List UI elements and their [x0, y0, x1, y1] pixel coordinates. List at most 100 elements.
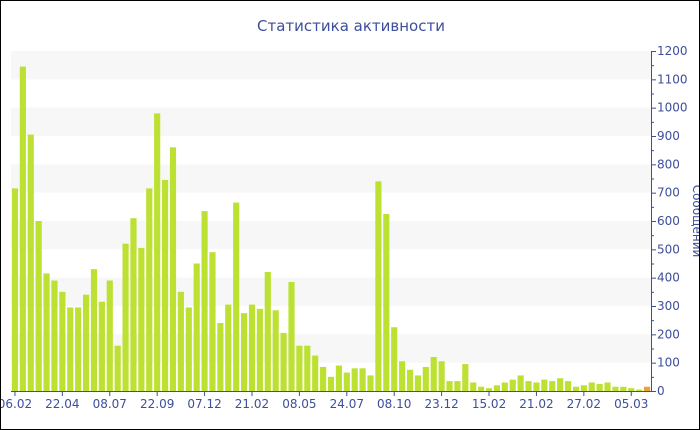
- y-tick-label: 100: [657, 356, 680, 370]
- bar: [296, 345, 303, 391]
- bar: [564, 381, 572, 391]
- bar: [438, 361, 445, 391]
- grid-band: [11, 277, 651, 306]
- bar: [217, 323, 224, 391]
- x-tick-label: 24.07: [330, 397, 364, 411]
- bar: [517, 375, 524, 391]
- y-tick-label: 200: [657, 327, 680, 341]
- bar: [351, 368, 358, 391]
- bar: [169, 147, 177, 391]
- x-tick-label: 23.12: [424, 397, 458, 411]
- x-tick-label: 22.04: [45, 397, 79, 411]
- bar: [533, 382, 540, 391]
- bar: [256, 308, 263, 391]
- bar: [82, 294, 90, 391]
- bar: [248, 304, 256, 391]
- bar: [185, 307, 192, 391]
- x-tick-label: 21.02: [235, 397, 269, 411]
- bar: [272, 310, 279, 391]
- bar: [478, 386, 485, 391]
- bar: [320, 366, 327, 391]
- grid-band: [11, 164, 651, 193]
- bar: [501, 382, 508, 391]
- bar: [414, 375, 421, 391]
- bar: [580, 385, 587, 391]
- x-tick-label: 15.02: [472, 397, 506, 411]
- bar: [359, 368, 366, 391]
- y-axis-label: Сообщений: [690, 185, 700, 258]
- x-tick-label: 08.10: [377, 397, 411, 411]
- bar: [193, 263, 200, 391]
- y-tick-label: 500: [657, 242, 680, 256]
- y-tick-label: 800: [657, 157, 680, 171]
- chart-title: Статистика активности: [257, 17, 445, 35]
- x-tick-label: 07.12: [187, 397, 221, 411]
- bar: [11, 188, 19, 391]
- bar: [541, 379, 548, 391]
- bar: [177, 291, 184, 391]
- bar: [485, 388, 493, 391]
- bar: [225, 304, 232, 391]
- bar: [122, 243, 129, 391]
- bar: [233, 202, 240, 391]
- grid-band: [11, 221, 651, 250]
- bar: [470, 382, 477, 391]
- bar: [98, 301, 105, 391]
- bar: [588, 382, 595, 391]
- y-tick-label: 900: [657, 129, 680, 143]
- bar: [90, 269, 98, 391]
- grid-band: [11, 51, 651, 80]
- bar: [138, 247, 145, 391]
- x-tick-label: 05.03: [614, 397, 648, 411]
- bar: [209, 252, 216, 391]
- bar: [636, 389, 643, 391]
- bar: [446, 381, 453, 391]
- bar: [241, 313, 248, 391]
- bar: [264, 272, 271, 391]
- bar: [422, 366, 429, 391]
- y-tick-label: 1100: [657, 72, 688, 86]
- bar: [304, 345, 311, 391]
- y-tick-label: 700: [657, 186, 680, 200]
- bar: [327, 376, 335, 391]
- bar: [19, 66, 26, 391]
- bar: [493, 385, 501, 391]
- bar: [454, 381, 461, 391]
- bar: [406, 369, 414, 391]
- bar: [612, 386, 619, 391]
- bar: [557, 378, 564, 391]
- bar: [335, 365, 342, 391]
- y-tick-label: 1000: [657, 101, 688, 115]
- y-tick-label: 0: [657, 384, 665, 398]
- bar: [604, 382, 611, 391]
- y-tick-label: 1200: [657, 44, 688, 58]
- bar: [161, 179, 169, 391]
- bar: [509, 379, 516, 391]
- bar: [430, 357, 437, 391]
- bar: [620, 386, 627, 391]
- bar: [312, 355, 319, 391]
- bar: [106, 280, 113, 391]
- bar: [399, 361, 406, 391]
- x-tick-label: 22.09: [140, 397, 174, 411]
- bar: [43, 273, 50, 391]
- bar: [383, 213, 390, 391]
- bar: [549, 381, 556, 391]
- bar: [462, 364, 469, 391]
- bar: [130, 218, 137, 391]
- y-tick-label: 600: [657, 214, 680, 228]
- bar: [146, 188, 153, 391]
- bar: [27, 134, 34, 392]
- bar: [201, 211, 208, 391]
- bar: [35, 221, 42, 391]
- bar: [628, 388, 635, 391]
- bar: [280, 332, 287, 391]
- x-tick-label: 08.05: [282, 397, 316, 411]
- x-tick-label: 21.02: [519, 397, 553, 411]
- bar: [343, 372, 350, 391]
- bar: [643, 386, 651, 391]
- bar: [288, 281, 295, 391]
- bar: [67, 307, 74, 391]
